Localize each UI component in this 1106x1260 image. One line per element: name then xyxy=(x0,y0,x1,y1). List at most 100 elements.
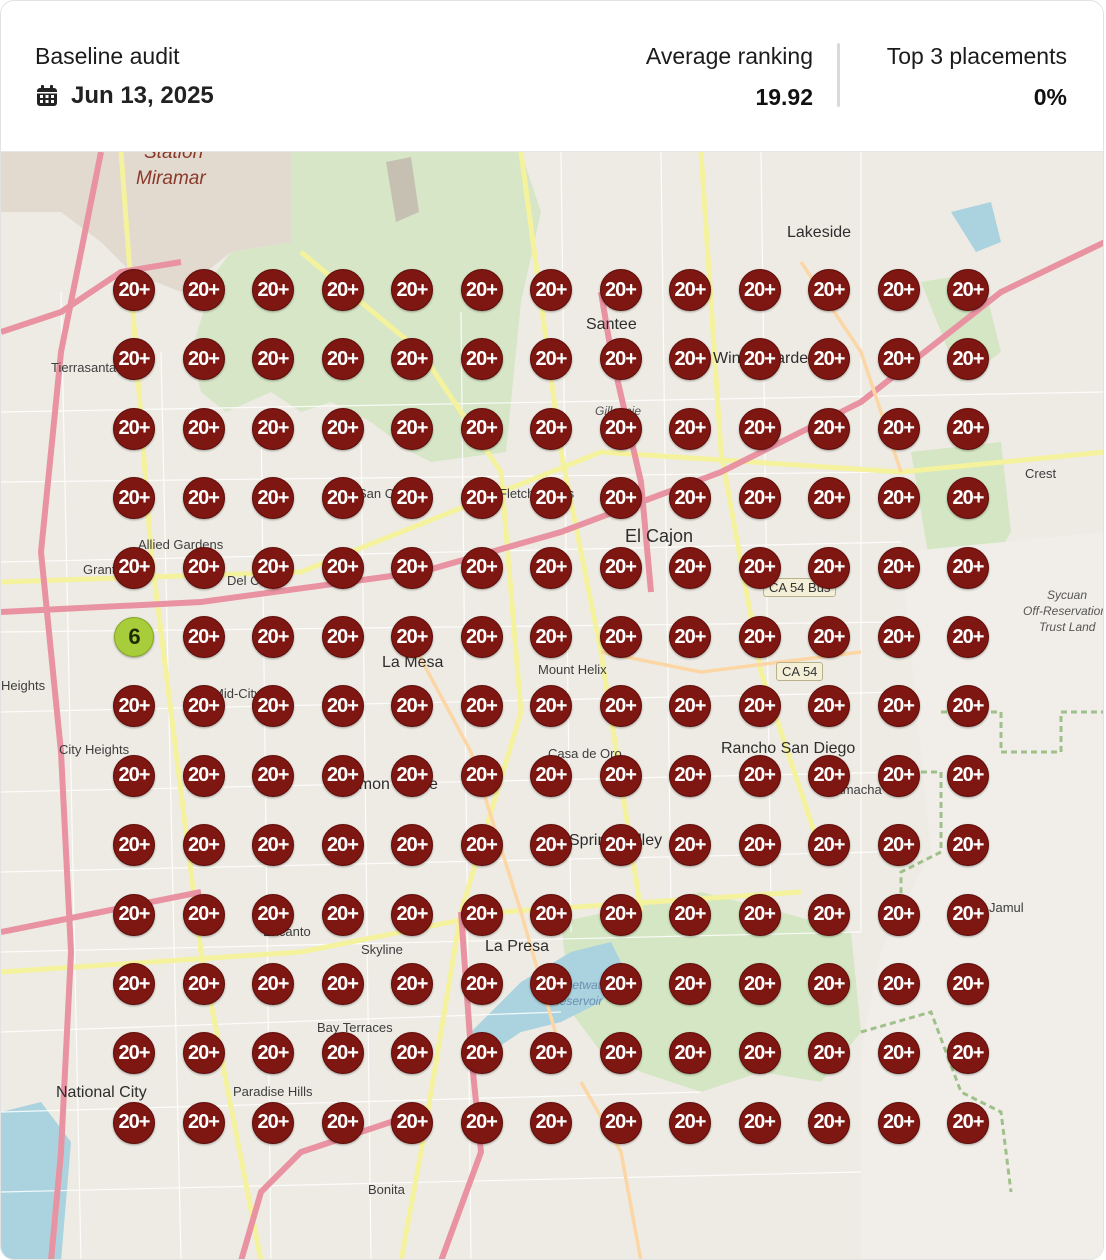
rank-pin[interactable]: 20+ xyxy=(460,1101,503,1144)
rank-pin[interactable]: 20+ xyxy=(738,616,781,658)
rank-pin[interactable]: 20+ xyxy=(113,407,155,450)
rank-pin[interactable]: 20+ xyxy=(877,754,920,797)
rank-pin[interactable]: 20+ xyxy=(669,338,711,381)
rank-pin[interactable]: 20+ xyxy=(599,616,642,658)
rank-pin[interactable]: 20+ xyxy=(530,963,572,1005)
rank-pin[interactable]: 20+ xyxy=(252,477,294,520)
rank-pin[interactable]: 20+ xyxy=(947,754,989,797)
rank-pin[interactable]: 20+ xyxy=(460,824,503,867)
rank-pin-highlight[interactable]: 6 xyxy=(114,617,154,657)
rank-pin[interactable]: 20+ xyxy=(947,963,989,1005)
rank-pin[interactable]: 20+ xyxy=(599,754,642,797)
rank-pin[interactable]: 20+ xyxy=(252,1101,294,1144)
rank-pin[interactable]: 20+ xyxy=(877,1032,920,1075)
rank-pin[interactable]: 20+ xyxy=(113,546,155,589)
rank-pin[interactable]: 20+ xyxy=(877,477,920,520)
rank-pin[interactable]: 20+ xyxy=(113,824,155,867)
rank-pin[interactable]: 20+ xyxy=(877,338,920,381)
rank-pin[interactable]: 20+ xyxy=(530,477,572,520)
rank-pin[interactable]: 20+ xyxy=(808,616,850,658)
rank-pin[interactable]: 20+ xyxy=(808,477,850,520)
rank-pin[interactable]: 20+ xyxy=(182,477,225,520)
rank-pin[interactable]: 20+ xyxy=(113,477,155,520)
rank-pin[interactable]: 20+ xyxy=(182,616,225,658)
rank-pin[interactable]: 20+ xyxy=(321,477,364,520)
rank-pin[interactable]: 20+ xyxy=(391,893,433,936)
rank-pin[interactable]: 20+ xyxy=(252,754,294,797)
rank-pin[interactable]: 20+ xyxy=(391,754,433,797)
rank-pin[interactable]: 20+ xyxy=(460,685,503,728)
rank-pin[interactable]: 20+ xyxy=(669,824,711,867)
rank-pin[interactable]: 20+ xyxy=(808,338,850,381)
rank-pin[interactable]: 20+ xyxy=(947,269,989,311)
rank-pin[interactable]: 20+ xyxy=(669,754,711,797)
rank-pin[interactable]: 20+ xyxy=(738,1032,781,1075)
rank-pin[interactable]: 20+ xyxy=(947,824,989,867)
rank-pin[interactable]: 20+ xyxy=(738,477,781,520)
rank-pin[interactable]: 20+ xyxy=(599,893,642,936)
rank-pin[interactable]: 20+ xyxy=(738,824,781,867)
rank-pin[interactable]: 20+ xyxy=(460,546,503,589)
rank-pin[interactable]: 20+ xyxy=(877,1101,920,1144)
rank-pin[interactable]: 20+ xyxy=(669,685,711,728)
rank-pin[interactable]: 20+ xyxy=(808,824,850,867)
rank-pin[interactable]: 20+ xyxy=(182,269,225,311)
rank-pin[interactable]: 20+ xyxy=(738,546,781,589)
rank-pin[interactable]: 20+ xyxy=(669,893,711,936)
rank-pin[interactable]: 20+ xyxy=(808,407,850,450)
rank-pin[interactable]: 20+ xyxy=(877,824,920,867)
rank-pin[interactable]: 20+ xyxy=(321,1101,364,1144)
rank-pin[interactable]: 20+ xyxy=(182,338,225,381)
rank-pin[interactable]: 20+ xyxy=(182,963,225,1005)
rank-pin[interactable]: 20+ xyxy=(530,407,572,450)
rank-pin[interactable]: 20+ xyxy=(738,1101,781,1144)
rank-pin[interactable]: 20+ xyxy=(182,1032,225,1075)
rank-pin[interactable]: 20+ xyxy=(113,963,155,1005)
rank-pin[interactable]: 20+ xyxy=(599,1101,642,1144)
rank-pin[interactable]: 20+ xyxy=(182,893,225,936)
rank-pin[interactable]: 20+ xyxy=(669,963,711,1005)
rank-grid-map[interactable]: Station Miramar Lakeside Tierrasanta San… xyxy=(1,152,1103,1259)
rank-pin[interactable]: 20+ xyxy=(599,269,642,311)
rank-pin[interactable]: 20+ xyxy=(252,616,294,658)
rank-pin[interactable]: 20+ xyxy=(599,546,642,589)
rank-pin[interactable]: 20+ xyxy=(530,616,572,658)
rank-pin[interactable]: 20+ xyxy=(808,963,850,1005)
rank-pin[interactable]: 20+ xyxy=(113,1032,155,1075)
rank-pin[interactable]: 20+ xyxy=(113,893,155,936)
rank-pin[interactable]: 20+ xyxy=(321,338,364,381)
rank-pin[interactable]: 20+ xyxy=(738,754,781,797)
rank-pin[interactable]: 20+ xyxy=(808,685,850,728)
rank-pin[interactable]: 20+ xyxy=(391,407,433,450)
rank-pin[interactable]: 20+ xyxy=(391,546,433,589)
rank-pin[interactable]: 20+ xyxy=(738,269,781,311)
rank-pin[interactable]: 20+ xyxy=(252,893,294,936)
rank-pin[interactable]: 20+ xyxy=(321,685,364,728)
rank-pin[interactable]: 20+ xyxy=(321,893,364,936)
rank-pin[interactable]: 20+ xyxy=(391,963,433,1005)
rank-pin[interactable]: 20+ xyxy=(738,338,781,381)
rank-pin[interactable]: 20+ xyxy=(669,407,711,450)
rank-pin[interactable]: 20+ xyxy=(877,616,920,658)
rank-pin[interactable]: 20+ xyxy=(947,616,989,658)
rank-pin[interactable]: 20+ xyxy=(182,824,225,867)
rank-pin[interactable]: 20+ xyxy=(530,546,572,589)
rank-pin[interactable]: 20+ xyxy=(669,1032,711,1075)
rank-pin[interactable]: 20+ xyxy=(877,269,920,311)
rank-pin[interactable]: 20+ xyxy=(182,546,225,589)
rank-pin[interactable]: 20+ xyxy=(530,824,572,867)
rank-pin[interactable]: 20+ xyxy=(321,824,364,867)
rank-pin[interactable]: 20+ xyxy=(460,963,503,1005)
rank-pin[interactable]: 20+ xyxy=(182,1101,225,1144)
rank-pin[interactable]: 20+ xyxy=(113,685,155,728)
rank-pin[interactable]: 20+ xyxy=(669,616,711,658)
rank-pin[interactable]: 20+ xyxy=(738,685,781,728)
rank-pin[interactable]: 20+ xyxy=(808,1101,850,1144)
rank-pin[interactable]: 20+ xyxy=(669,477,711,520)
rank-pin[interactable]: 20+ xyxy=(391,1032,433,1075)
rank-pin[interactable]: 20+ xyxy=(877,407,920,450)
rank-pin[interactable]: 20+ xyxy=(530,1101,572,1144)
rank-pin[interactable]: 20+ xyxy=(113,269,155,311)
rank-pin[interactable]: 20+ xyxy=(947,1032,989,1075)
rank-pin[interactable]: 20+ xyxy=(391,824,433,867)
